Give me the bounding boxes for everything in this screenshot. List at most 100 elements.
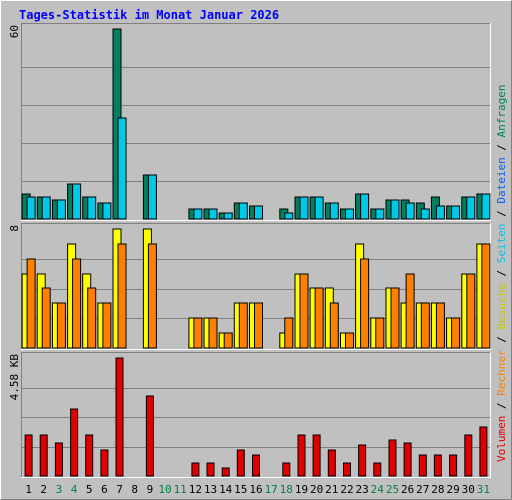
bar-rechner-day-22 [345, 332, 354, 349]
day-label-11: 11 [174, 483, 187, 496]
vertical-legend: Volumen / Rechner / Besuche / Seiten / D… [495, 84, 508, 462]
bar-volumen-day-21 [327, 449, 336, 477]
day-label-17: 17 [265, 483, 278, 496]
bar-dateien-day-22 [345, 208, 354, 220]
bar-dateien-day-16 [254, 205, 263, 220]
bar-volumen-day-30 [464, 434, 473, 477]
bar-dateien-day-7 [117, 117, 127, 220]
day-label-8: 8 [131, 483, 138, 496]
bar-rechner-day-25 [390, 287, 400, 349]
panel-visits: 8 [8, 223, 491, 350]
bar-rechner-day-7 [117, 243, 127, 349]
bar-dateien-day-25 [390, 199, 400, 220]
bar-volumen-day-31 [479, 426, 488, 477]
bar-volumen-day-23 [358, 444, 367, 477]
legend-separator: / [495, 137, 508, 157]
legend-besuche: Besuche [495, 283, 508, 329]
y-axis-max-label: 4.58 KB [8, 354, 21, 401]
legend-separator: / [495, 396, 508, 416]
panel-volume: 4.58 KB [8, 352, 491, 478]
panel-area [21, 23, 491, 221]
day-label-16: 16 [249, 483, 262, 496]
bar-volumen-day-5 [85, 434, 94, 477]
day-label-21: 21 [325, 483, 338, 496]
bar-volumen-day-26 [403, 442, 412, 477]
day-label-3: 3 [56, 483, 63, 496]
day-label-9: 9 [147, 483, 154, 496]
y-axis-max-label: 8 [8, 225, 21, 232]
bar-dateien-day-14 [223, 212, 233, 220]
bar-rechner-day-28 [435, 302, 445, 349]
day-label-31: 31 [477, 483, 490, 496]
bar-dateien-day-3 [56, 199, 66, 220]
bar-rechner-day-19 [299, 273, 309, 349]
bar-rechner-day-29 [451, 317, 461, 349]
bar-volumen-day-29 [449, 454, 458, 477]
day-label-14: 14 [219, 483, 233, 496]
day-label-26: 26 [401, 483, 414, 496]
bar-rechner-day-4 [72, 258, 82, 349]
bar-rechner-day-9 [147, 243, 157, 349]
bar-volumen-day-28 [433, 454, 442, 477]
bar-dateien-day-24 [375, 208, 385, 220]
bar-rechner-day-2 [41, 287, 51, 349]
bar-dateien-day-4 [72, 183, 82, 220]
bar-rechner-day-27 [420, 302, 430, 349]
bar-dateien-day-23 [360, 193, 370, 220]
bar-volumen-day-27 [418, 454, 427, 477]
day-label-20: 20 [310, 483, 323, 496]
day-label-13: 13 [204, 483, 217, 496]
bar-dateien-day-2 [41, 196, 51, 220]
bar-rechner-day-23 [360, 258, 370, 349]
chart-title: Tages-Statistik im Monat Januar 2026 [19, 8, 279, 22]
day-label-7: 7 [116, 483, 123, 496]
bar-volumen-day-4 [70, 408, 79, 477]
bar-dateien-day-31 [481, 193, 491, 220]
day-label-22: 22 [340, 483, 353, 496]
bar-rechner-day-26 [405, 273, 415, 349]
day-label-29: 29 [446, 483, 459, 496]
bar-dateien-day-15 [238, 202, 248, 220]
x-axis-day-labels: 1 2 3 4 5 6 7 8 9 10 11 12 13 14 15 16 17 18 19 20 21 22 23 24 2… [25, 483, 490, 496]
bar-dateien-day-13 [208, 208, 218, 220]
bar-rechner-day-14 [223, 332, 233, 349]
bar-volumen-day-12 [191, 462, 200, 477]
bar-rechner-day-6 [102, 302, 112, 349]
day-label-30: 30 [462, 483, 475, 496]
bar-volumen-day-6 [100, 449, 109, 477]
bar-volumen-day-18 [282, 462, 291, 477]
day-label-24: 24 [371, 483, 385, 496]
bar-dateien-day-9 [147, 174, 157, 220]
day-label-4: 4 [71, 483, 78, 496]
bar-volumen-day-2 [39, 434, 48, 477]
day-label-25: 25 [386, 483, 399, 496]
bar-rechner-day-16 [254, 302, 263, 349]
bar-rechner-day-24 [375, 317, 385, 349]
day-label-10: 10 [158, 483, 171, 496]
day-label-12: 12 [189, 483, 202, 496]
bar-dateien-day-6 [102, 202, 112, 220]
bar-volumen-day-15 [236, 449, 245, 477]
day-label-27: 27 [416, 483, 429, 496]
bar-volumen-day-14 [221, 467, 230, 477]
bar-dateien-day-21 [329, 202, 339, 220]
bar-dateien-day-20 [314, 196, 324, 220]
bar-dateien-day-27 [420, 208, 430, 220]
chart-panels: 60 8 4.58 KB [8, 23, 491, 478]
bar-rechner-day-5 [87, 287, 97, 349]
bar-rechner-day-20 [314, 287, 324, 349]
bar-rechner-day-3 [56, 302, 66, 349]
y-axis-max-label: 60 [8, 25, 21, 38]
legend-anfragen: Anfragen [495, 84, 508, 137]
day-label-18: 18 [280, 483, 293, 496]
day-label-5: 5 [86, 483, 93, 496]
bar-dateien-day-1 [26, 196, 36, 220]
bar-volumen-day-19 [297, 434, 306, 477]
bar-rechner-day-13 [208, 317, 218, 349]
day-label-19: 19 [295, 483, 308, 496]
bar-volumen-day-13 [206, 462, 215, 477]
bar-volumen-day-3 [54, 442, 63, 477]
bar-dateien-day-18 [284, 212, 294, 220]
day-label-15: 15 [234, 483, 247, 496]
